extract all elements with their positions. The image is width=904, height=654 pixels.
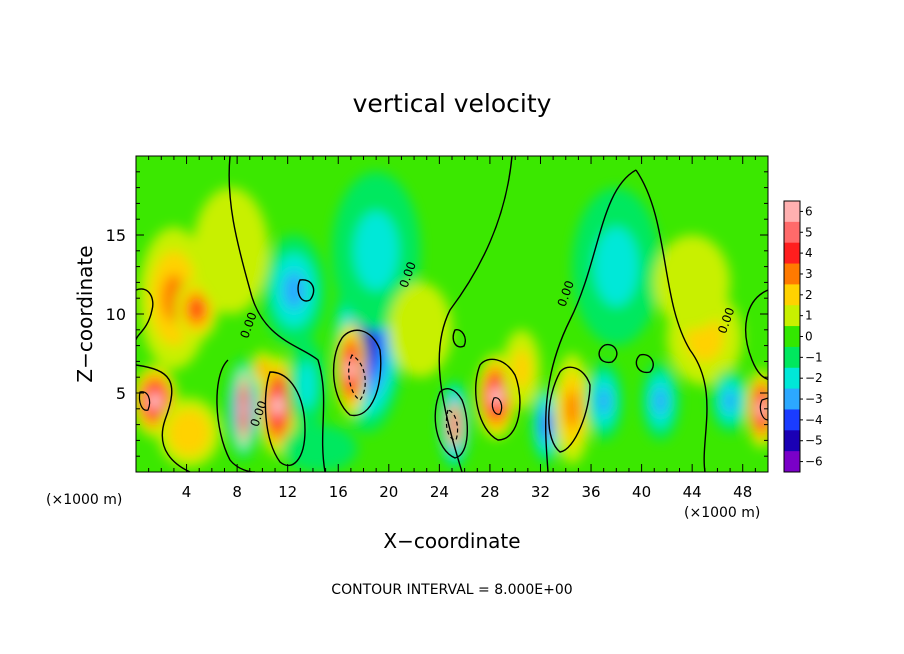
field-cell: [281, 424, 358, 472]
field-cell: [242, 402, 245, 416]
chart-title: vertical velocity: [353, 89, 552, 118]
field-cell: [211, 219, 250, 283]
colorbar-swatch: [784, 201, 800, 223]
field-cell: [297, 361, 317, 409]
field-cell: [654, 387, 667, 415]
colorbar-label: −5: [805, 434, 823, 448]
colorbar-label: −3: [805, 392, 823, 406]
y-tick-label: 15: [106, 226, 126, 245]
contour-line: [264, 371, 306, 467]
x-tick-label: 4: [182, 483, 192, 501]
colorbar-label: −6: [805, 455, 823, 469]
x-tick-label: 16: [329, 483, 348, 501]
contour-line: [445, 409, 459, 441]
colorbar-swatch: [784, 221, 800, 244]
field-cell: [178, 420, 200, 445]
colorbar-label: −1: [805, 350, 823, 364]
x-tick-label: 48: [733, 483, 752, 501]
x-tick-label: 36: [581, 483, 600, 501]
colorbar-swatch: [784, 388, 800, 410]
colorbar-swatch: [784, 367, 800, 390]
contour-line: [434, 388, 469, 459]
x-unit-right: (×1000 m): [684, 505, 760, 521]
colorbar-label: 2: [805, 288, 813, 302]
contour-line: [348, 354, 366, 401]
x-tick-label: 24: [430, 483, 449, 501]
velocity-field: [136, 171, 768, 472]
contour-line: [598, 343, 618, 364]
field-cell: [191, 301, 203, 318]
y-axis-label: Z−coordinate: [73, 245, 97, 382]
colorbar-label: 5: [805, 225, 813, 239]
x-axis: 4 8 12 16 20 24 28 32 36 40 44 48: [148, 156, 756, 501]
x-tick-label: 44: [683, 483, 702, 501]
contour-line: [332, 329, 382, 417]
x-tick-label: 28: [480, 483, 499, 501]
colorbar-label: 0: [805, 330, 813, 344]
colorbar-swatch: [784, 430, 800, 452]
y-tick-label: 10: [106, 305, 126, 324]
colorbar-label: −2: [805, 371, 823, 385]
field-cell: [594, 227, 639, 307]
contour-line: [228, 156, 326, 472]
contour-line: [138, 391, 151, 411]
field-cell: [565, 390, 579, 428]
colorbar-swatch: [784, 451, 800, 473]
field-cell: [259, 362, 266, 376]
y-tick-label: 5: [116, 384, 126, 403]
contour-line: [216, 359, 256, 472]
contour-line: [545, 169, 637, 472]
contour-line: [474, 358, 521, 441]
contour-line: [745, 289, 768, 381]
colorbar-swatch: [784, 242, 800, 265]
colorbar-swatch: [784, 263, 800, 285]
x-axis-label: X−coordinate: [383, 529, 520, 553]
field-cell: [388, 282, 452, 378]
contour-line: [136, 288, 154, 341]
field-cell: [283, 271, 305, 309]
colorbar-swatch: [784, 305, 800, 327]
field-cell: [354, 211, 399, 291]
field-cell: [723, 390, 737, 412]
colorbar-label: 6: [805, 204, 813, 218]
contour-line: [635, 353, 654, 374]
contour-line: [635, 169, 708, 472]
x-tick-label: 40: [632, 483, 651, 501]
field-cell: [654, 235, 731, 330]
x-tick-label: 12: [278, 483, 297, 501]
field-cell: [492, 389, 500, 404]
colorbar-label: 1: [805, 309, 813, 323]
plot-area: 0.000.000.000.000.00: [135, 155, 769, 473]
contour-line: [297, 279, 315, 302]
colorbar-swatch: [784, 346, 800, 369]
contour-line: [548, 366, 591, 453]
colorbar-label: 4: [805, 246, 813, 260]
colorbar: 6 5 4 3 2 1 0 −1 −2 −3 −4 −5 −6: [783, 200, 823, 473]
contour-line: [136, 364, 191, 472]
field-cell: [453, 420, 456, 429]
contour-line: [438, 156, 513, 472]
x-tick-label: 8: [232, 483, 242, 501]
field-cell: [512, 349, 532, 390]
field-cell: [274, 397, 281, 415]
colorbar-swatch: [784, 284, 800, 306]
x-unit-left: (×1000 m): [46, 492, 122, 508]
zero-contours: [136, 156, 768, 472]
field-cell: [151, 394, 159, 407]
contour-line: [491, 397, 503, 415]
y-axis: 5 10 15: [106, 171, 768, 457]
colorbar-label: −4: [805, 413, 823, 427]
colorbar-label: 3: [805, 267, 813, 281]
colorbar-swatch: [784, 409, 800, 431]
contour-interval-footer: CONTOUR INTERVAL = 8.000E+00: [331, 582, 572, 598]
x-tick-label: 32: [531, 483, 550, 501]
field-cell: [597, 387, 610, 415]
contour-line: [452, 329, 466, 348]
colorbar-swatch: [784, 326, 800, 348]
x-tick-label: 20: [379, 483, 398, 501]
contour-line: [759, 397, 768, 421]
